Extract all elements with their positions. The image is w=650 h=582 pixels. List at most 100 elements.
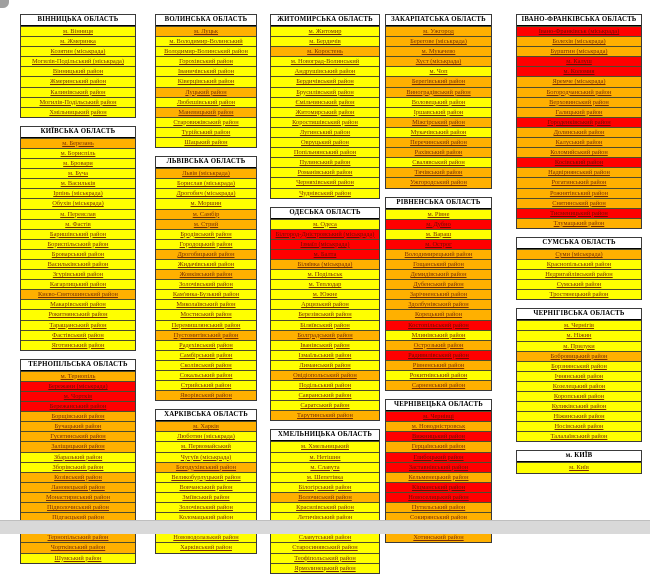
region-row[interactable]: м. Моршин xyxy=(156,198,256,209)
region-row[interactable]: Тростянецький район xyxy=(517,289,641,300)
region-row[interactable]: Золочівський район xyxy=(156,502,256,513)
region-row[interactable]: м. Васильків xyxy=(21,178,135,189)
region-row[interactable]: м. Новоград-Волинський xyxy=(271,56,379,67)
region-row[interactable]: Могилів-Подільський (міськрада) xyxy=(21,56,135,67)
region-row[interactable]: м. Южне xyxy=(271,289,379,300)
region-row[interactable]: Волочиський район xyxy=(271,491,379,503)
region-row[interactable]: Ужгородський район xyxy=(386,177,491,188)
region-row[interactable]: Пулинський район xyxy=(271,157,379,168)
region-row[interactable]: Горохівський район xyxy=(156,56,256,67)
region-row[interactable]: м. Чернігів xyxy=(517,320,641,331)
region-row[interactable]: Березівський район xyxy=(271,309,379,320)
region-row[interactable]: м. Луцьк xyxy=(156,26,256,37)
region-row[interactable]: Воловецький район xyxy=(386,96,491,107)
region-row[interactable]: м. Коломия xyxy=(517,66,641,77)
region-row[interactable]: Любешівський район xyxy=(156,96,256,107)
region-row[interactable]: Ківерцівський район xyxy=(156,76,256,87)
region-row[interactable]: м. Вараш xyxy=(386,228,491,239)
region-row[interactable]: Коломийський район xyxy=(517,147,641,158)
region-row[interactable]: м. Дубно xyxy=(386,218,491,229)
region-row[interactable]: Луцький район xyxy=(156,86,256,97)
region-row[interactable]: Романівський район xyxy=(271,167,379,178)
region-row[interactable]: м. Чернівці xyxy=(386,411,491,422)
region-row[interactable]: м. Вінниця xyxy=(21,26,135,37)
region-row[interactable]: Радехівський район xyxy=(156,339,256,350)
region-row[interactable]: м. Тернопіль xyxy=(21,370,135,381)
region-row[interactable]: Баришівський район xyxy=(21,228,135,239)
region-row[interactable]: Обухів (міськрада) xyxy=(21,198,135,209)
region-row[interactable]: м. Коростень xyxy=(271,46,379,57)
region-row[interactable]: Стрийський район xyxy=(156,380,256,391)
region-row[interactable]: Краснопільський район xyxy=(517,258,641,270)
region-row[interactable]: Шумський район xyxy=(21,552,135,563)
region-row[interactable]: Тарутинський район xyxy=(271,410,379,421)
region-row[interactable]: Берегове (міськрада) xyxy=(386,36,491,47)
region-row[interactable]: м. Новодністровськ xyxy=(386,421,491,432)
region-row[interactable]: м. Фастів xyxy=(21,218,135,229)
region-row[interactable]: Броварський район xyxy=(21,248,135,259)
region-row[interactable]: Корецький район xyxy=(386,309,491,320)
region-row[interactable]: Макарівський район xyxy=(21,299,135,310)
region-row[interactable]: Бродівський район xyxy=(156,228,256,239)
region-row[interactable]: м. Бориспіль xyxy=(21,147,135,159)
region-row[interactable]: Савранський район xyxy=(271,390,379,401)
region-row[interactable]: Сумський район xyxy=(517,279,641,290)
region-row[interactable]: Дрогобич (міськрада) xyxy=(156,188,256,199)
region-row[interactable]: Городенківський район xyxy=(517,116,641,127)
region-row[interactable]: Радивилівський район xyxy=(386,349,491,360)
region-row[interactable]: м. Жмеринка xyxy=(21,36,135,47)
region-row[interactable]: Глибоцький район xyxy=(386,451,491,462)
region-row[interactable]: Старовижівський район xyxy=(156,116,256,127)
region-row[interactable]: Хуст (міськрада) xyxy=(386,56,491,67)
region-row[interactable]: Підгаєцький район xyxy=(21,512,135,523)
region-row[interactable]: Новоселицький район xyxy=(386,491,491,503)
region-row[interactable]: Андрушівський район xyxy=(271,66,379,77)
region-row[interactable]: Овруцький район xyxy=(271,137,379,148)
region-row[interactable]: Зміївський район xyxy=(156,491,256,503)
region-row[interactable]: Гусятинський район xyxy=(21,431,135,442)
region-row[interactable]: Таращанський район xyxy=(21,319,135,330)
region-row[interactable]: Миколаївський район xyxy=(156,299,256,310)
region-row[interactable]: Виноградівський район xyxy=(386,86,491,97)
region-row[interactable]: Бережани (міськрада) xyxy=(21,380,135,391)
region-row[interactable]: Самбірський район xyxy=(156,349,256,360)
region-row[interactable]: Бучацький район xyxy=(21,421,135,432)
region-row[interactable]: Підволочиський район xyxy=(21,502,135,513)
region-row[interactable]: Біляївка (міськрада) xyxy=(271,258,379,270)
region-row[interactable]: Яремче (міськрада) xyxy=(517,76,641,87)
region-row[interactable]: м. Прилуки xyxy=(517,340,641,351)
region-row[interactable]: Харківський район xyxy=(156,542,256,553)
region-row[interactable]: Бориспільський район xyxy=(21,238,135,249)
region-row[interactable]: Борщівський район xyxy=(21,411,135,422)
region-row[interactable]: Куликівський район xyxy=(517,401,641,412)
region-row[interactable]: Турійський район xyxy=(156,126,256,138)
region-row[interactable]: Володимирецький район xyxy=(386,248,491,259)
region-row[interactable]: Чугуїв (міськрада) xyxy=(156,451,256,462)
region-row[interactable]: м. Рівне xyxy=(386,208,491,219)
region-row[interactable]: м. Мукачево xyxy=(386,46,491,57)
region-row[interactable]: Чортківський район xyxy=(21,542,135,553)
region-row[interactable]: Костопільський район xyxy=(386,319,491,330)
region-row[interactable]: Мостиський район xyxy=(156,309,256,320)
region-row[interactable]: Рівненський район xyxy=(386,359,491,370)
region-row[interactable]: Герцаївський район xyxy=(386,441,491,452)
region-row[interactable]: Подільський район xyxy=(271,380,379,391)
region-row[interactable]: м. Острог xyxy=(386,238,491,249)
region-row[interactable]: м. Ніжин xyxy=(517,330,641,341)
region-row[interactable]: м. Балта xyxy=(271,248,379,259)
region-row[interactable]: Борислав (міськрада) xyxy=(156,178,256,189)
region-row[interactable]: Калуський район xyxy=(517,137,641,148)
region-row[interactable]: м. Чоп xyxy=(386,66,491,77)
region-row[interactable]: Маневицький район xyxy=(156,106,256,117)
region-row[interactable]: Путильський район xyxy=(386,502,491,513)
region-row[interactable]: Недригайлівський район xyxy=(517,269,641,280)
region-row[interactable]: Львів (міськрада) xyxy=(156,168,256,179)
region-row[interactable]: Сарненський район xyxy=(386,380,491,391)
region-row[interactable]: Арцизький район xyxy=(271,299,379,310)
region-row[interactable]: Суми (міськрада) xyxy=(517,248,641,259)
region-row[interactable]: м. Хмельницький xyxy=(271,441,379,452)
region-row[interactable]: Богородчанський район xyxy=(517,86,641,97)
region-row[interactable]: Рахівський район xyxy=(386,147,491,158)
region-row[interactable]: Брусилівський район xyxy=(271,86,379,97)
region-row[interactable]: Галицький район xyxy=(517,106,641,117)
